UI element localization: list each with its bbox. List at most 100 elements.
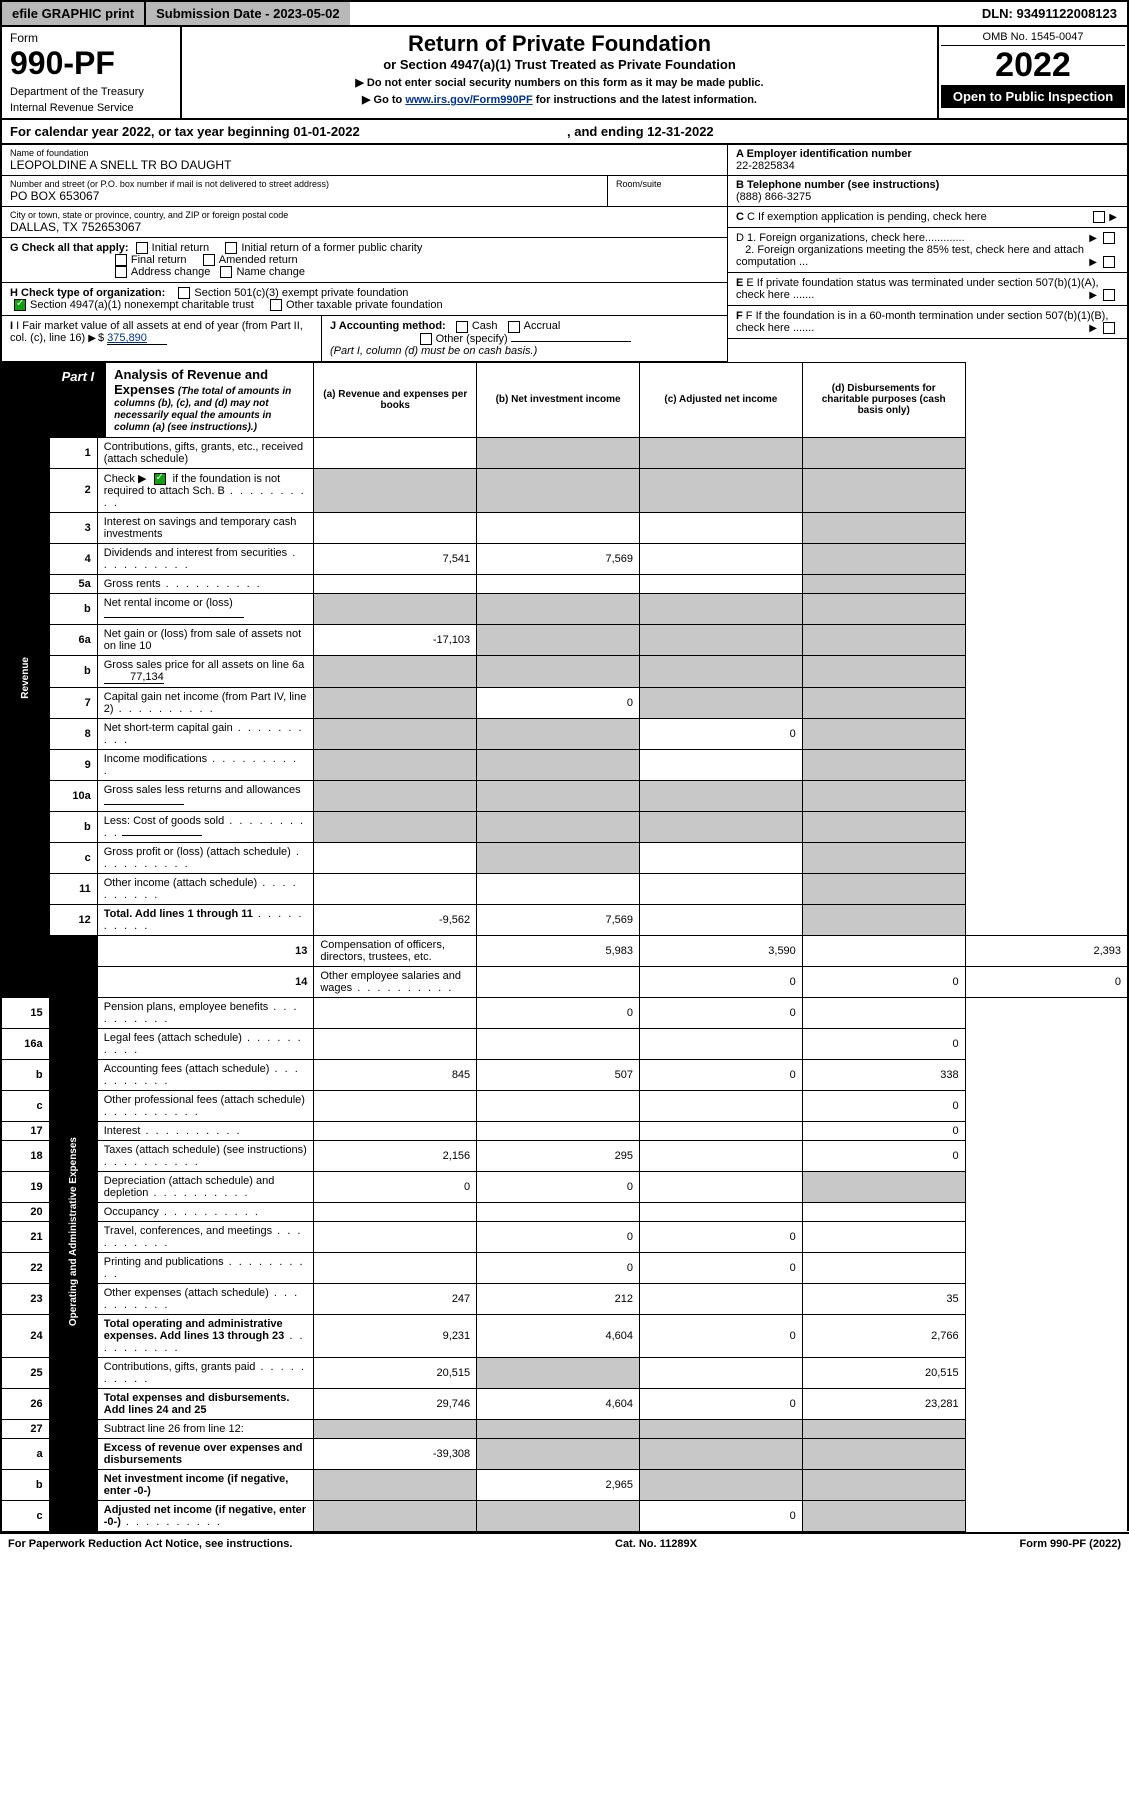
f-text: F If the foundation is in a 60-month ter… xyxy=(736,310,1108,334)
table-row: 5aGross rents xyxy=(1,574,1128,593)
check-final[interactable] xyxy=(115,254,127,266)
expenses-sidelabel: Operating and Administrative Expenses xyxy=(66,1117,81,1346)
table-row: 2Check ▶ if the foundation is not requir… xyxy=(1,468,1128,512)
form-label: Form xyxy=(10,31,172,45)
e-text: E If private foundation status was termi… xyxy=(736,277,1099,301)
table-row: bNet rental income or (loss) xyxy=(1,593,1128,624)
table-row: 23Other expenses (attach schedule)247212… xyxy=(1,1283,1128,1314)
topbar: efile GRAPHIC print Submission Date - 20… xyxy=(0,0,1129,27)
table-row: 14Other employee salaries and wages000 xyxy=(1,966,1128,997)
table-row: 22Printing and publications00 xyxy=(1,1252,1128,1283)
org-address: PO BOX 653067 xyxy=(10,189,599,203)
check-cash[interactable] xyxy=(456,321,468,333)
table-row: 11Other income (attach schedule) xyxy=(1,873,1128,904)
page-footer: For Paperwork Reduction Act Notice, see … xyxy=(0,1532,1129,1554)
check-other-method[interactable] xyxy=(420,333,432,345)
footer-right: Form 990-PF (2022) xyxy=(1020,1538,1121,1550)
col-a-header: (a) Revenue and expenses per books xyxy=(314,362,477,437)
table-row: 7Capital gain net income (from Part IV, … xyxy=(1,687,1128,718)
table-row: 8Net short-term capital gain0 xyxy=(1,718,1128,749)
d2-text: 2. Foreign organizations meeting the 85%… xyxy=(736,244,1084,268)
ein-value: 22-2825834 xyxy=(736,160,795,172)
table-row: 27Subtract line 26 from line 12: xyxy=(1,1419,1128,1438)
submission-date: Submission Date - 2023-05-02 xyxy=(146,2,350,25)
g-section: G Check all that apply: Initial return I… xyxy=(2,238,727,283)
table-row: 19Depreciation (attach schedule) and dep… xyxy=(1,1171,1128,1202)
city-label: City or town, state or province, country… xyxy=(10,210,719,220)
table-row: bLess: Cost of goods sold xyxy=(1,811,1128,842)
check-4947[interactable] xyxy=(14,299,26,311)
open-inspection: Open to Public Inspection xyxy=(941,85,1125,108)
ein-label: A Employer identification number xyxy=(736,148,912,160)
check-amended[interactable] xyxy=(203,254,215,266)
table-row: 21Travel, conferences, and meetings00 xyxy=(1,1221,1128,1252)
check-other-taxable[interactable] xyxy=(270,299,282,311)
fmv-value[interactable]: 375,890 xyxy=(107,332,167,345)
table-row: 3Interest on savings and temporary cash … xyxy=(1,512,1128,543)
col-d-header: (d) Disbursements for charitable purpose… xyxy=(802,362,965,437)
omb-number: OMB No. 1545-0047 xyxy=(941,29,1125,46)
check-e[interactable] xyxy=(1103,289,1115,301)
table-row: 9Income modifications xyxy=(1,749,1128,780)
table-row: 4Dividends and interest from securities7… xyxy=(1,543,1128,574)
table-row: bAccounting fees (attach schedule)845507… xyxy=(1,1059,1128,1090)
table-row: 26Total expenses and disbursements. Add … xyxy=(1,1388,1128,1419)
part1-label: Part I xyxy=(50,363,107,437)
table-row: 18Taxes (attach schedule) (see instructi… xyxy=(1,1140,1128,1171)
table-row: 17Interest0 xyxy=(1,1121,1128,1140)
check-addr-change[interactable] xyxy=(115,266,127,278)
check-schb[interactable] xyxy=(154,473,166,485)
check-d1[interactable] xyxy=(1103,232,1115,244)
check-c[interactable] xyxy=(1093,211,1105,223)
form-title: Return of Private Foundation xyxy=(190,31,929,57)
table-row: 24Total operating and administrative exp… xyxy=(1,1314,1128,1357)
footer-mid: Cat. No. 11289X xyxy=(615,1538,697,1550)
irs-label: Internal Revenue Service xyxy=(10,102,172,114)
efile-button[interactable]: efile GRAPHIC print xyxy=(2,2,146,25)
table-row: 20Occupancy xyxy=(1,1202,1128,1221)
check-f[interactable] xyxy=(1103,322,1115,334)
dept-label: Department of the Treasury xyxy=(10,86,172,98)
dln-label: DLN: 93491122008123 xyxy=(972,2,1127,25)
table-row: 10aGross sales less returns and allowanc… xyxy=(1,780,1128,811)
table-row: bNet investment income (if negative, ent… xyxy=(1,1469,1128,1500)
check-accrual[interactable] xyxy=(508,321,520,333)
tel-value: (888) 866-3275 xyxy=(736,191,811,203)
revenue-sidelabel: Revenue xyxy=(18,637,33,719)
footer-left: For Paperwork Reduction Act Notice, see … xyxy=(8,1538,292,1550)
name-label: Name of foundation xyxy=(10,148,719,158)
check-initial-former[interactable] xyxy=(225,242,237,254)
check-501c3[interactable] xyxy=(178,287,190,299)
form-subtitle: or Section 4947(a)(1) Trust Treated as P… xyxy=(190,57,929,72)
table-row: 6aNet gain or (loss) from sale of assets… xyxy=(1,624,1128,655)
table-row: bGross sales price for all assets on lin… xyxy=(1,655,1128,687)
h-section: H Check type of organization: Section 50… xyxy=(2,283,727,316)
table-row: cGross profit or (loss) (attach schedule… xyxy=(1,842,1128,873)
irs-link[interactable]: www.irs.gov/Form990PF xyxy=(405,94,532,106)
check-name-change[interactable] xyxy=(220,266,232,278)
org-name: LEOPOLDINE A SNELL TR BO DAUGHT xyxy=(10,158,719,172)
addr-label: Number and street (or P.O. box number if… xyxy=(10,179,599,189)
tel-label: B Telephone number (see instructions) xyxy=(736,179,939,191)
room-label: Room/suite xyxy=(616,179,719,189)
table-row: 25Contributions, gifts, grants paid20,51… xyxy=(1,1357,1128,1388)
table-row: 16aLegal fees (attach schedule)0 xyxy=(1,1028,1128,1059)
header-note2: ▶ Go to www.irs.gov/Form990PF for instru… xyxy=(190,93,929,106)
table-row: cOther professional fees (attach schedul… xyxy=(1,1090,1128,1121)
check-d2[interactable] xyxy=(1103,256,1115,268)
j-note: (Part I, column (d) must be on cash basi… xyxy=(330,345,537,357)
table-row: 15Pension plans, employee benefits00 xyxy=(1,997,1128,1028)
tax-year: 2022 xyxy=(941,46,1125,85)
check-initial[interactable] xyxy=(136,242,148,254)
part1-table: Revenue Part I Analysis of Revenue and E… xyxy=(0,362,1129,1532)
col-c-header: (c) Adjusted net income xyxy=(639,362,802,437)
header-note1: ▶ Do not enter social security numbers o… xyxy=(190,76,929,89)
col-b-header: (b) Net investment income xyxy=(477,362,640,437)
org-info: Name of foundation LEOPOLDINE A SNELL TR… xyxy=(0,145,1129,362)
calendar-year-row: For calendar year 2022, or tax year begi… xyxy=(0,120,1129,145)
d1-text: D 1. Foreign organizations, check here..… xyxy=(736,232,965,244)
table-row: aExcess of revenue over expenses and dis… xyxy=(1,1438,1128,1469)
table-row: 1Contributions, gifts, grants, etc., rec… xyxy=(1,437,1128,468)
table-row: cAdjusted net income (if negative, enter… xyxy=(1,1500,1128,1531)
form-header: Form 990-PF Department of the Treasury I… xyxy=(0,27,1129,120)
